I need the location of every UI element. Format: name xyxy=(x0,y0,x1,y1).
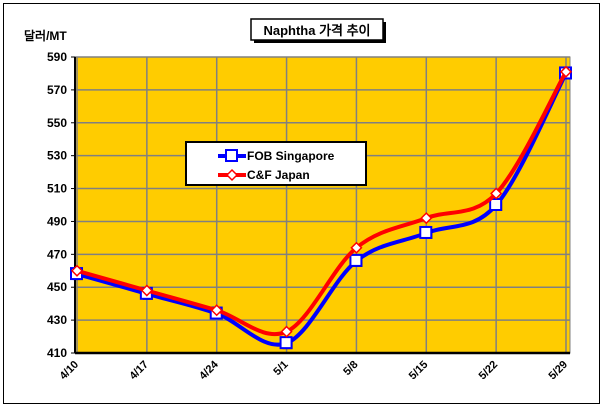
y-tick-label: 550 xyxy=(47,116,67,130)
data-point xyxy=(490,187,503,200)
y-axis-label: 달러/MT xyxy=(24,28,67,43)
data-point xyxy=(350,241,363,254)
y-tick-label: 450 xyxy=(47,280,67,294)
data-point xyxy=(70,264,84,277)
data-point xyxy=(349,253,363,267)
legend-box xyxy=(185,141,367,186)
data-point xyxy=(420,212,433,225)
x-tick-label: 4/17 xyxy=(127,359,151,383)
data-point xyxy=(559,65,573,78)
chart-frame xyxy=(3,3,600,404)
x-tick-label: 5/15 xyxy=(407,359,431,383)
x-tick-label: 5/22 xyxy=(477,359,501,383)
y-tick-label: 430 xyxy=(47,313,67,327)
chart-title: Naphtha 가격 추이 xyxy=(263,23,370,38)
y-tick-label: 510 xyxy=(47,182,67,196)
y-tick-label: 470 xyxy=(47,247,67,261)
y-tick-label: 490 xyxy=(47,214,67,228)
title-bg xyxy=(250,18,384,41)
chart-title-box: Naphtha 가격 추이 xyxy=(250,18,386,43)
data-point xyxy=(210,304,223,317)
legend: FOB Singapore C&F Japan xyxy=(185,141,367,186)
y-tick-label: 530 xyxy=(47,149,67,163)
legend-label: FOB Singapore xyxy=(247,149,335,163)
x-tick-label: 5/1 xyxy=(271,359,290,378)
legend-label: C&F Japan xyxy=(247,168,310,182)
series-cf-japan xyxy=(70,65,573,338)
x-tick-label: 5/29 xyxy=(546,359,570,383)
data-point xyxy=(419,225,433,239)
x-tick-label: 5/8 xyxy=(341,359,360,378)
data-point xyxy=(280,325,293,338)
data-point xyxy=(279,336,293,350)
y-tick-label: 570 xyxy=(47,83,67,97)
x-tick-label: 4/24 xyxy=(197,358,221,382)
data-point xyxy=(140,284,153,297)
legend-marker xyxy=(225,149,238,162)
legend-marker xyxy=(225,168,239,182)
y-tick-label: 590 xyxy=(47,50,67,64)
y-tick-label: 410 xyxy=(47,346,67,360)
x-tick-label: 4/10 xyxy=(57,359,81,383)
data-point xyxy=(489,198,503,211)
